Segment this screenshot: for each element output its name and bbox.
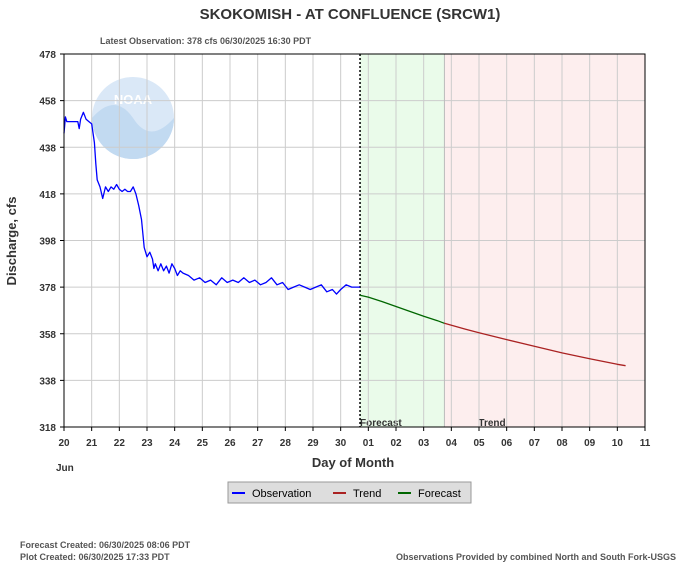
noaa-logo-text: NOAA	[114, 92, 153, 107]
x-tick-label: 21	[86, 438, 98, 449]
axis-layer: 318 338 358 378 398 418 438 458 478 20 21 22 23 24 25 2…	[39, 50, 650, 449]
source-text: Observations Provided by combined North …	[396, 552, 676, 562]
chart-subtitle: Latest Observation: 378 cfs 06/30/2025 1…	[100, 36, 312, 46]
region-label-forecast: Forecast	[360, 418, 402, 429]
x-tick-label: 22	[114, 438, 126, 449]
x-tick-label: 03	[418, 438, 430, 449]
x-tick-label: 11	[640, 438, 651, 449]
x-tick-label: 02	[390, 438, 402, 449]
chart-title: SKOKOMISH - AT CONFLUENCE (SRCW1)	[200, 6, 501, 23]
y-tick-label: 398	[39, 237, 56, 248]
noaa-logo: NOAA	[92, 77, 174, 159]
y-axis-label: Discharge, cfs	[4, 197, 19, 286]
x-tick-label: 04	[446, 438, 458, 449]
y-tick-label: 478	[39, 50, 56, 61]
x-tick-label: 07	[529, 438, 541, 449]
y-tick-label: 418	[39, 190, 56, 201]
x-tick-label: 28	[280, 438, 292, 449]
y-tick-label: 358	[39, 330, 56, 341]
series-line-observation	[63, 111, 360, 295]
x-tick-label: 10	[612, 438, 624, 449]
x-tick-label: 20	[58, 438, 70, 449]
plot-created-text: Plot Created: 06/30/2025 17:33 PDT	[20, 552, 170, 562]
series-line-forecast	[359, 294, 445, 324]
y-tick-label: 318	[39, 423, 56, 434]
y-tick-label: 338	[39, 376, 56, 387]
series-layer	[63, 111, 626, 367]
month-label: Jun	[56, 463, 74, 474]
y-tick-label: 438	[39, 143, 56, 154]
x-tick-label: 08	[556, 438, 568, 449]
x-tick-label: 29	[307, 438, 319, 449]
x-tick-label: 23	[141, 438, 153, 449]
legend: Observation Trend Forecast	[227, 481, 472, 504]
x-tick-label: 30	[335, 438, 347, 449]
x-tick-label: 24	[169, 438, 181, 449]
x-tick-label: 01	[363, 438, 375, 449]
region-label-trend: Trend	[478, 418, 505, 429]
regions-layer: Forecast Trend	[360, 54, 645, 429]
x-tick-label: 09	[584, 438, 596, 449]
y-tick-label: 458	[39, 97, 56, 108]
legend-label-observation: Observation	[252, 488, 311, 500]
y-tick-label: 378	[39, 283, 56, 294]
x-tick-label: 25	[197, 438, 209, 449]
forecast-created-text: Forecast Created: 06/30/2025 08:06 PDT	[20, 540, 191, 550]
legend-label-forecast: Forecast	[418, 488, 461, 500]
legend-label-trend: Trend	[353, 488, 381, 500]
x-tick-label: 27	[252, 438, 264, 449]
x-tick-label: 06	[501, 438, 513, 449]
x-tick-label: 26	[224, 438, 236, 449]
x-axis-label: Day of Month	[312, 455, 394, 470]
x-tick-label: 05	[473, 438, 485, 449]
series-line-trend	[444, 322, 626, 367]
